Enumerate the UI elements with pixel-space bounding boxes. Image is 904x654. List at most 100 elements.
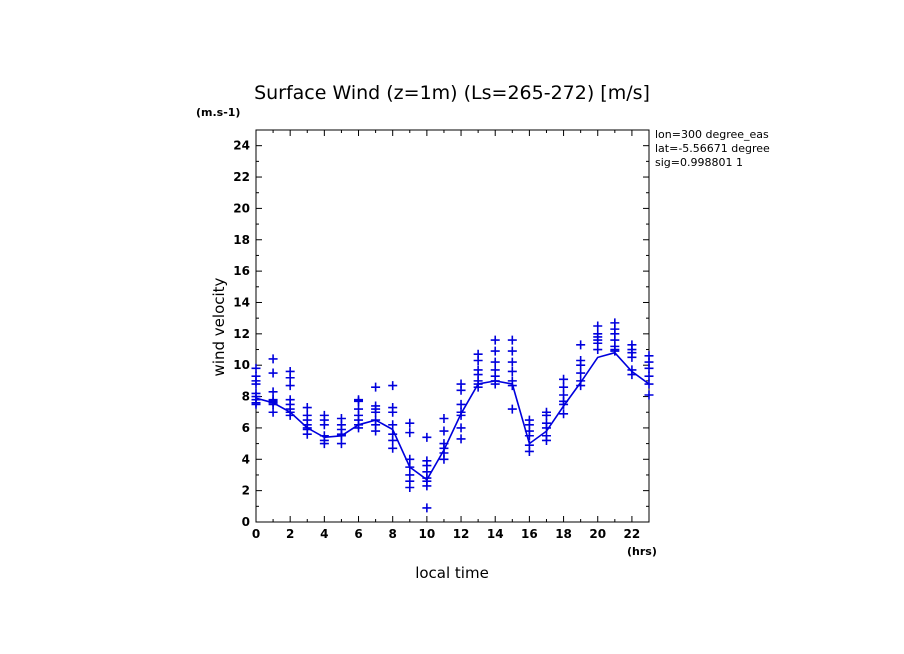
y-tick-label: 12 [233, 327, 250, 341]
data-point [456, 385, 466, 395]
x-axis-label: local time [415, 564, 489, 582]
data-point [473, 355, 483, 365]
x-unit-label: (hrs) [627, 545, 657, 558]
y-tick-label: 2 [242, 484, 250, 498]
data-point [422, 503, 432, 513]
data-point [405, 428, 415, 438]
data-point [268, 368, 278, 378]
y-tick-label: 4 [242, 452, 250, 466]
data-point [285, 404, 295, 414]
data-point [593, 345, 603, 355]
data-point [644, 363, 654, 373]
data-point [576, 360, 586, 370]
data-point [507, 404, 517, 414]
data-point [507, 366, 517, 376]
x-tick-label: 10 [419, 527, 436, 541]
x-tick-label: 20 [589, 527, 606, 541]
plot-frame [255, 129, 650, 523]
data-point [456, 399, 466, 409]
data-point [388, 420, 398, 430]
data-point [627, 370, 637, 380]
data-point [354, 423, 364, 433]
data-point [251, 371, 261, 381]
data-point [422, 481, 432, 491]
data-point [490, 335, 500, 345]
mean-line-group [255, 351, 650, 481]
x-tick-label: 14 [487, 527, 504, 541]
data-point [251, 363, 261, 373]
data-point [439, 414, 449, 424]
data-point [354, 396, 364, 406]
data-point [302, 423, 312, 433]
x-tick-label: 22 [624, 527, 641, 541]
data-point [285, 373, 295, 383]
data-point [490, 379, 500, 389]
data-point [541, 435, 551, 445]
data-point [371, 382, 381, 392]
y-tick-label: 24 [233, 139, 250, 153]
annotation-lon: lon=300 degree_eas [655, 128, 769, 141]
x-tick-label: 12 [453, 527, 470, 541]
data-point [576, 368, 586, 378]
data-point [524, 446, 534, 456]
x-tick-label: 6 [354, 527, 362, 541]
data-point [524, 431, 534, 441]
x-tick-label: 18 [555, 527, 572, 541]
y-axis-label: wind velocity [210, 277, 228, 376]
annotation-block: lon=300 degree_eas lat=-5.56671 degree s… [655, 128, 770, 169]
data-point [439, 426, 449, 436]
data-point [405, 483, 415, 493]
data-point [456, 434, 466, 444]
data-point [422, 432, 432, 442]
x-tick-label: 16 [521, 527, 538, 541]
data-point [388, 443, 398, 453]
y-tick-label: 6 [242, 421, 250, 435]
data-point [593, 321, 603, 331]
data-point [490, 357, 500, 367]
data-point [456, 410, 466, 420]
data-point [285, 381, 295, 391]
x-tick-label: 4 [320, 527, 328, 541]
data-point [627, 352, 637, 362]
data-point [507, 335, 517, 345]
y-tick-label: 14 [233, 295, 250, 309]
data-point [319, 420, 329, 430]
y-tick-label: 10 [233, 358, 250, 372]
mean-line [255, 351, 650, 481]
data-point [541, 423, 551, 433]
data-point [251, 392, 261, 402]
x-tick-label: 8 [389, 527, 397, 541]
x-tick-label: 2 [286, 527, 294, 541]
data-point [644, 379, 654, 389]
data-point [319, 439, 329, 449]
x-tick-label: 0 [252, 527, 260, 541]
data-point [610, 346, 620, 356]
y-tick-label: 8 [242, 390, 250, 404]
data-point [405, 418, 415, 428]
axes [255, 129, 650, 523]
data-point [336, 439, 346, 449]
data-point [388, 381, 398, 391]
data-point [576, 340, 586, 350]
y-tick-label: 16 [233, 264, 250, 278]
data-point [507, 357, 517, 367]
data-point [251, 379, 261, 389]
y-tick-label: 0 [242, 515, 250, 529]
data-point [388, 407, 398, 417]
data-point [559, 399, 569, 409]
data-point [559, 374, 569, 384]
data-points [251, 318, 654, 513]
data-point [268, 407, 278, 417]
data-point [644, 371, 654, 381]
data-point [541, 410, 551, 420]
data-point [302, 403, 312, 413]
data-point [405, 462, 415, 472]
y-tick-label: 18 [233, 233, 250, 247]
annotation-sig: sig=0.998801 1 [655, 156, 743, 169]
y-unit-label: (m.s-1) [196, 106, 240, 119]
data-point [268, 354, 278, 364]
data-point [371, 407, 381, 417]
data-point [559, 382, 569, 392]
data-point [507, 346, 517, 356]
